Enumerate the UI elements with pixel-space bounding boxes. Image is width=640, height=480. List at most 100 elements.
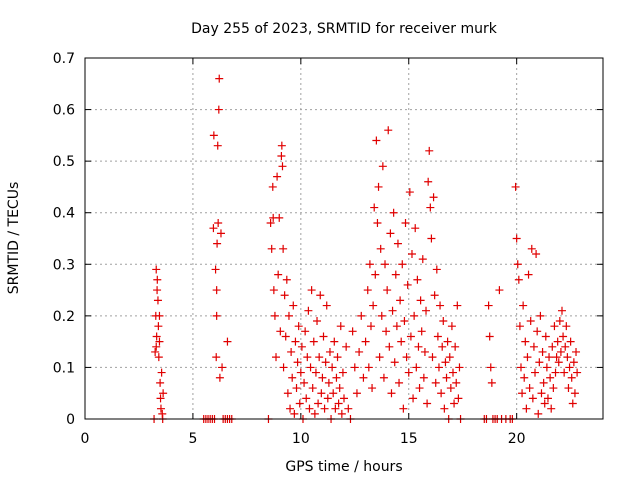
data-point	[387, 389, 396, 398]
data-point	[308, 384, 317, 393]
data-point	[332, 373, 341, 382]
data-point	[442, 373, 451, 382]
data-point	[214, 219, 223, 228]
data-point	[569, 358, 578, 367]
data-point	[321, 358, 330, 367]
data-point	[392, 322, 401, 331]
data-point	[379, 373, 388, 382]
data-point	[535, 358, 544, 367]
y-tick-label: 0.2	[53, 309, 75, 325]
data-point	[212, 311, 221, 320]
data-point	[554, 358, 563, 367]
data-point	[337, 409, 346, 418]
y-tick-label: 0.7	[53, 51, 75, 67]
data-point	[375, 353, 384, 362]
data-point	[297, 342, 306, 351]
data-point	[440, 404, 449, 413]
data-point	[369, 301, 378, 310]
data-point	[402, 353, 411, 362]
x-tick-label: 5	[188, 431, 197, 447]
y-tick-label: 0.6	[53, 103, 75, 119]
data-point	[512, 234, 521, 243]
data-point	[431, 378, 440, 387]
data-point	[215, 373, 224, 382]
x-tick-label: 0	[81, 431, 90, 447]
grid-lines	[85, 58, 603, 419]
data-point	[438, 342, 447, 351]
data-point	[561, 342, 570, 351]
data-point	[393, 239, 402, 248]
data-point	[385, 342, 394, 351]
data-point	[344, 404, 353, 413]
data-point	[215, 74, 224, 83]
data-point	[157, 368, 166, 377]
data-point	[289, 301, 298, 310]
data-point	[433, 332, 442, 341]
data-point	[422, 306, 431, 315]
data-point	[154, 322, 163, 331]
data-point	[540, 399, 549, 408]
data-point	[522, 404, 531, 413]
data-point	[304, 306, 313, 315]
x-tick-label: 20	[508, 431, 526, 447]
data-point	[541, 332, 550, 341]
data-point	[156, 404, 165, 413]
data-point	[568, 399, 577, 408]
data-point	[390, 358, 399, 367]
data-point	[562, 322, 571, 331]
data-point	[424, 177, 433, 186]
data-point	[283, 389, 292, 398]
data-point	[553, 337, 562, 346]
data-point	[340, 394, 348, 403]
data-point	[560, 368, 569, 377]
data-point	[363, 286, 372, 295]
data-point	[523, 353, 532, 362]
data-point	[274, 270, 283, 279]
data-point	[537, 389, 546, 398]
x-tick-label: 10	[292, 431, 310, 447]
data-point	[527, 244, 536, 253]
data-point	[487, 378, 496, 387]
data-point	[269, 286, 278, 295]
data-point	[454, 394, 463, 403]
data-point	[275, 213, 284, 222]
data-point	[317, 389, 326, 398]
data-point	[446, 384, 455, 393]
data-point	[418, 255, 427, 264]
data-point	[151, 347, 160, 356]
data-point	[410, 311, 419, 320]
data-point	[307, 286, 316, 295]
data-point	[322, 301, 331, 310]
data-point	[520, 373, 529, 382]
data-point	[529, 342, 538, 351]
data-point	[381, 260, 390, 269]
data-point	[534, 409, 543, 418]
data-point	[333, 353, 342, 362]
data-point	[377, 311, 386, 320]
data-point	[378, 162, 387, 171]
data-point	[513, 260, 522, 269]
data-point	[412, 363, 421, 372]
data-point	[430, 291, 439, 300]
data-point	[216, 229, 225, 238]
data-point	[376, 244, 385, 253]
data-point	[450, 399, 459, 408]
y-tick-label: 0.3	[53, 257, 75, 273]
data-point	[555, 317, 564, 326]
data-point	[545, 353, 554, 362]
data-point	[486, 363, 495, 372]
data-point	[556, 347, 565, 356]
data-point	[570, 389, 579, 398]
data-point	[531, 368, 540, 377]
data-point	[323, 394, 332, 403]
data-point	[371, 270, 380, 279]
data-point	[303, 353, 312, 362]
data-point	[437, 389, 446, 398]
data-point	[155, 311, 164, 320]
data-point	[423, 399, 432, 408]
data-point	[439, 317, 448, 326]
data-point	[401, 219, 410, 228]
data-point	[417, 327, 426, 336]
data-point	[152, 342, 161, 351]
data-point	[563, 353, 572, 362]
